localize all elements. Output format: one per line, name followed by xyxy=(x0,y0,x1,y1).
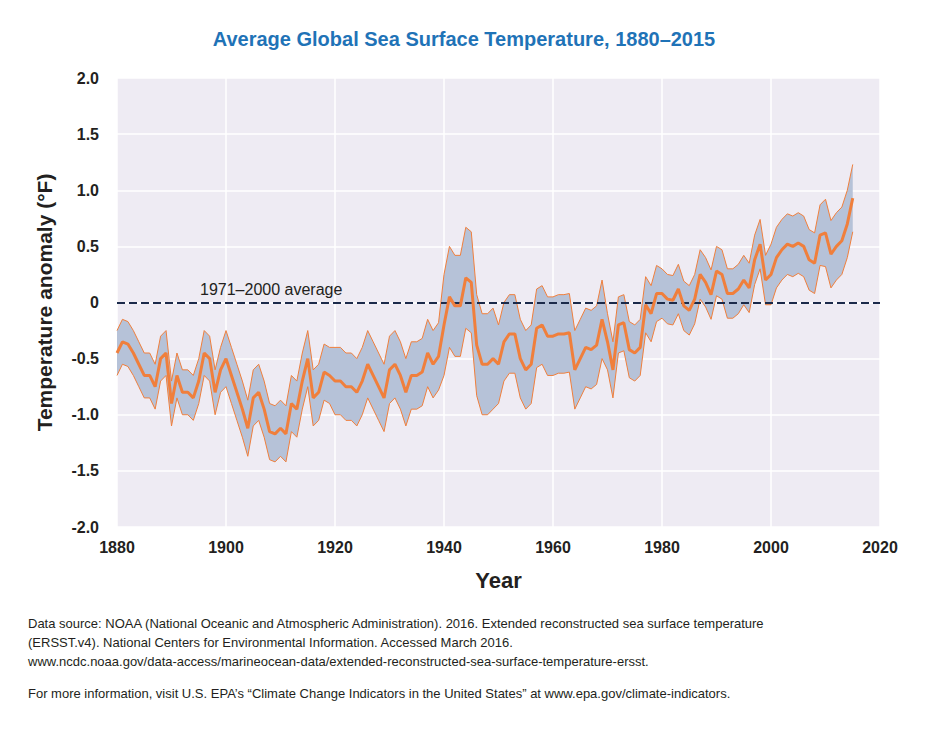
svg-text:1.0: 1.0 xyxy=(77,182,99,199)
svg-text:2000: 2000 xyxy=(753,539,789,556)
svg-text:2.0: 2.0 xyxy=(77,70,99,87)
svg-text:-1.5: -1.5 xyxy=(71,462,99,479)
svg-text:1920: 1920 xyxy=(317,539,353,556)
svg-text:0.5: 0.5 xyxy=(77,238,99,255)
svg-text:1980: 1980 xyxy=(644,539,680,556)
svg-text:0: 0 xyxy=(90,294,99,311)
svg-text:-1.0: -1.0 xyxy=(71,406,99,423)
svg-text:-2.0: -2.0 xyxy=(71,519,99,536)
svg-text:1960: 1960 xyxy=(535,539,571,556)
html-text:www.ncdc.noaa.gov/data-access/: www.ncdc.noaa.gov/data-access/marineocea… xyxy=(28,654,649,669)
svg-text:Temperature anomaly (°F): Temperature anomaly (°F) xyxy=(33,174,56,432)
svg-text:Average Global Sea Surface Tem: Average Global Sea Surface Temperature, … xyxy=(213,28,716,50)
html-text:(ERSST.v4). National Centers f: (ERSST.v4). National Centers for Environ… xyxy=(28,635,513,650)
svg-text:1.5: 1.5 xyxy=(77,126,99,143)
html-text:For more information, visit U.: For more information, visit U.S. EPA’s “… xyxy=(28,686,731,701)
svg-text:1940: 1940 xyxy=(426,539,462,556)
svg-text:1900: 1900 xyxy=(208,539,244,556)
svg-text:1880: 1880 xyxy=(99,539,135,556)
svg-text:1971–2000 average: 1971–2000 average xyxy=(200,281,342,298)
html-text:Data source: NOAA (National Oc: Data source: NOAA (National Oceanic and … xyxy=(28,616,764,631)
svg-text:Year: Year xyxy=(475,568,522,593)
svg-text:-0.5: -0.5 xyxy=(71,350,99,367)
svg-text:2020: 2020 xyxy=(862,539,898,556)
